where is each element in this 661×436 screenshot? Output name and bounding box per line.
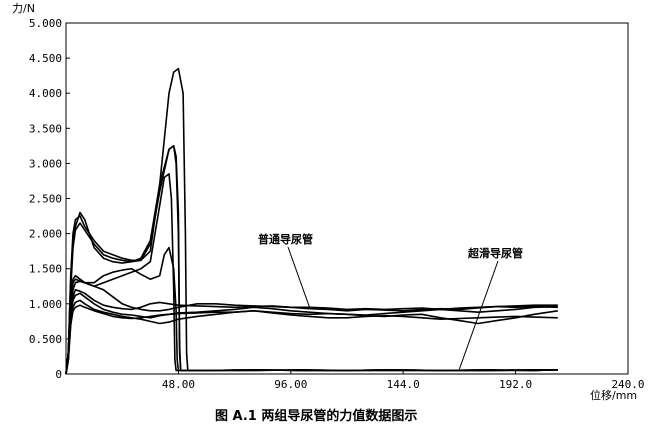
- annotation-label: 超滑导尿管: [467, 246, 523, 260]
- y-tick-labels: 0 0.500 1.000 1.500 2.000 2.500 3.000 3.500 4.00…: [29, 17, 70, 381]
- x-tick-label: 48.00: [162, 378, 195, 391]
- y-tick-label: 1.000: [29, 298, 62, 311]
- x-tick-label: 144.0: [387, 378, 420, 391]
- series-line-10: [65, 304, 558, 375]
- y-tick-label: 3.500: [29, 122, 62, 135]
- y-tick-label: 4.000: [29, 87, 62, 100]
- series-line-8: [65, 292, 558, 375]
- series-lines: [65, 67, 558, 375]
- annotation-leader-line: [458, 260, 499, 370]
- series-line-1: [65, 67, 558, 375]
- x-tick-label: 192.0: [499, 378, 532, 391]
- y-axis-label: 力/N: [12, 2, 35, 15]
- x-axis-label: 位移/mm: [590, 388, 637, 402]
- y-tick-label: 5.000: [29, 17, 62, 30]
- series-line-9: [65, 299, 558, 375]
- y-tick-label: 0.500: [29, 333, 62, 346]
- annotation-leader-line: [287, 246, 311, 308]
- y-tick-label: 2.000: [29, 228, 62, 241]
- series-line-7: [65, 289, 558, 375]
- annotation-label: 普通导尿管: [258, 232, 313, 246]
- figure-caption: 图 A.1 两组导尿管的力值数据图示: [215, 408, 417, 424]
- y-tick-label: 4.500: [29, 52, 62, 65]
- x-tick-label: 240.0: [611, 378, 644, 391]
- y-tick-label: 2.500: [29, 193, 62, 206]
- y-tick-label: 1.500: [29, 263, 62, 276]
- y-tick-label: 3.000: [29, 157, 62, 170]
- series-line-5: [65, 246, 558, 375]
- x-tick-labels: 48.00 96.00 144.0 192.0 240.0: [162, 370, 645, 391]
- series-line-6: [65, 280, 558, 375]
- y-tick-label: 0: [55, 368, 62, 381]
- x-tick-label: 96.00: [274, 378, 307, 391]
